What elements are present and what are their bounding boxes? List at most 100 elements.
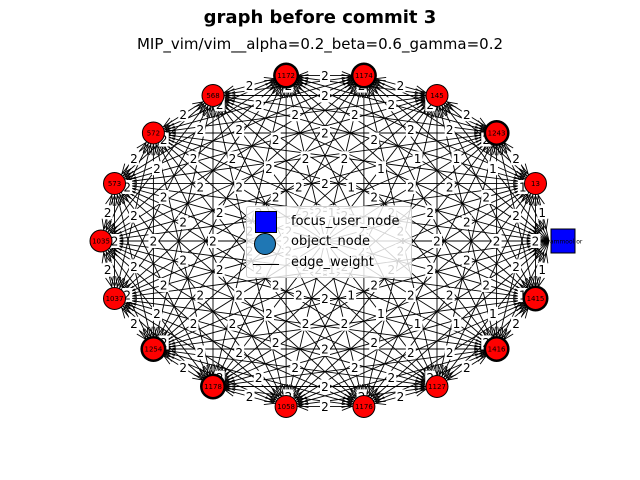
edge-weight-label: 2: [321, 380, 329, 394]
edge-weight-label: 2: [130, 260, 138, 274]
node-label: 1254: [144, 345, 162, 353]
edge-label-bg: [405, 122, 416, 137]
edge-label-bg: [339, 316, 350, 331]
edge-weight-label: 2: [235, 346, 243, 360]
edge-label-bg: [488, 306, 498, 321]
edge-arrowhead: [121, 307, 132, 319]
edge-weight-label: 2: [388, 98, 396, 112]
edge-label-bg: [128, 259, 139, 274]
edge-weight-label: 1: [377, 307, 385, 321]
edge-label-bg: [234, 287, 245, 302]
edge-label-bg: [128, 208, 139, 223]
edge-arrowhead: [121, 192, 132, 204]
edge-weight-label: 2: [153, 162, 161, 176]
edge-weight-label: 1: [453, 152, 461, 166]
edge-label-bg: [264, 306, 274, 321]
edge-arrowhead: [446, 371, 458, 381]
edge-arrowhead: [105, 250, 115, 263]
node-label: 568: [206, 92, 219, 100]
node-layer: brammool.or 13 1243 145 1174 1172 568 572 573 103…: [89, 62, 583, 418]
edge-arrowhead: [193, 102, 205, 114]
edge-label-bg: [537, 262, 548, 277]
edge-label-bg: [369, 335, 380, 350]
edge-weight-label: 1: [453, 317, 461, 331]
edge-label-bg: [451, 151, 462, 166]
edge-arrowhead: [110, 194, 119, 206]
edge-label-bg: [148, 234, 159, 248]
edge-arrowhead: [203, 106, 213, 118]
edge-label-bg: [300, 151, 311, 166]
edge-arrowhead: [276, 384, 286, 396]
node-label: 1243: [488, 130, 506, 138]
edge-arrowhead: [109, 223, 121, 234]
edge-weight-label: 2: [291, 108, 299, 122]
edge-label-bg: [188, 151, 199, 166]
edge-arrowhead: [370, 386, 381, 398]
edge-label-bg: [102, 205, 113, 220]
edge-weight-label: 2: [272, 133, 280, 147]
edge-weight-label: 2: [321, 127, 329, 141]
edge-label-bg: [320, 399, 330, 414]
edge-label-bg: [444, 180, 455, 195]
edge-weight-label: 2: [397, 79, 405, 93]
graph-node: [103, 172, 127, 196]
edge-label-bg: [444, 345, 455, 360]
node-label: 1178: [204, 383, 222, 391]
edge-weight-label: 2: [216, 263, 224, 277]
edge-weight-label: 2: [246, 390, 254, 404]
edge-label-bg: [244, 78, 255, 93]
edge-weight-label: 1: [519, 181, 527, 195]
edge-weight-label: 2: [130, 317, 138, 331]
edge-arrowhead: [119, 193, 129, 206]
edge-label-bg: [511, 208, 522, 223]
edge-label-bg: [405, 345, 416, 360]
edge-label-bg: [444, 122, 455, 137]
edge-weight-label: 2: [370, 190, 378, 204]
edge-arrowhead: [122, 165, 134, 177]
graph-node: [523, 172, 547, 196]
edge-weight-label: 2: [407, 181, 415, 195]
node-label: 1176: [355, 403, 373, 411]
graph-node: [485, 121, 509, 145]
edge-label-bg: [461, 360, 472, 375]
legend: focus_user_node object_node edge_weight: [246, 206, 412, 278]
edge-weight-label: 2: [130, 209, 138, 223]
edge-weight-label: 2: [351, 361, 359, 375]
edge-weight-label: 2: [190, 152, 198, 166]
edge-label-bg: [293, 180, 304, 195]
edge-label-bg: [178, 360, 189, 375]
edge-label-bg: [158, 132, 169, 147]
edge-arrowhead: [115, 276, 124, 288]
edge-label-bg: [152, 161, 162, 176]
edge-label-bg: [214, 205, 225, 220]
edge-arrowhead: [446, 101, 458, 111]
edge-arrowhead: [263, 396, 276, 405]
edge-arrowhead: [110, 276, 119, 288]
edge-weight-label: 2: [370, 133, 378, 147]
edge-weight-label: 2: [216, 206, 224, 220]
edge-arrowhead: [115, 194, 124, 206]
edge-label-bg: [178, 107, 189, 122]
legend-focus-user-node: focus_user_node: [247, 211, 411, 233]
edge-arrowhead: [535, 219, 545, 232]
edge-arrowhead: [371, 388, 384, 400]
edge-weight-label: 2: [295, 288, 303, 302]
node-label: 1415: [527, 295, 545, 303]
edge-arrowhead: [518, 192, 529, 204]
edge-label-bg: [461, 107, 472, 122]
edge-arrowhead: [296, 393, 308, 403]
edge-weight-label: 1: [414, 152, 422, 166]
edge-arrowhead: [121, 278, 132, 290]
edge-label-bg: [264, 161, 274, 176]
edge-arrowhead: [536, 194, 545, 206]
edge-label-bg: [253, 370, 264, 385]
edge-label-bg: [537, 205, 548, 220]
edge-weight-label: 2: [196, 123, 204, 137]
edge-weight-swatch: [253, 264, 279, 265]
edge-label-bg: [320, 291, 330, 306]
edge-arrowhead: [107, 249, 118, 261]
edge-weight-label: 2: [493, 235, 501, 249]
edge-arrowhead: [136, 141, 147, 154]
edge-arrowhead: [158, 142, 167, 155]
edge-weight-label: 2: [153, 307, 161, 321]
